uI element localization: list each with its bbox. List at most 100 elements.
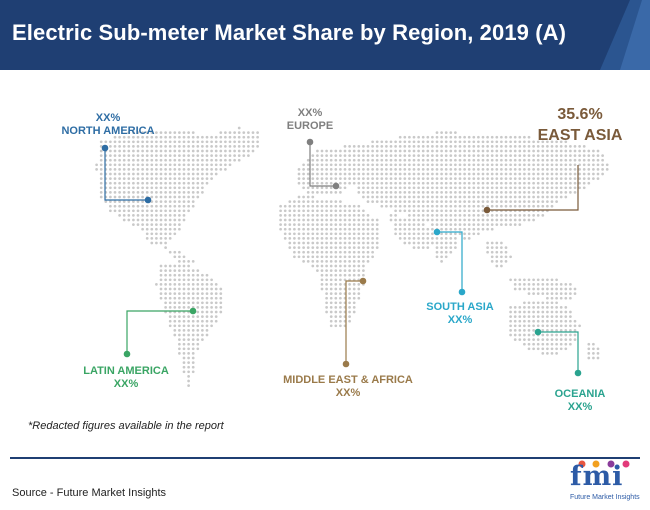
- map-dot: [316, 154, 319, 157]
- map-dot: [297, 246, 301, 249]
- map-dot: [412, 204, 416, 208]
- map-dot: [316, 172, 319, 176]
- map-dot: [421, 209, 425, 213]
- map-dot: [113, 209, 117, 213]
- map-dot: [605, 163, 609, 167]
- map-dot: [141, 214, 144, 217]
- map-dot: [329, 324, 333, 328]
- map-dot: [412, 218, 416, 222]
- map-dot: [362, 209, 365, 213]
- map-dot: [109, 200, 112, 203]
- map-dot: [435, 200, 439, 203]
- map-dot: [444, 158, 448, 162]
- map-dot: [196, 324, 200, 328]
- map-dot: [504, 145, 508, 148]
- map-dot: [325, 191, 328, 194]
- map-dot: [316, 158, 319, 162]
- map-dot: [155, 172, 158, 176]
- map-dot: [523, 324, 526, 328]
- map-dot: [187, 264, 190, 268]
- footnote: *Redacted figures available in the repor…: [28, 420, 224, 432]
- map-dot: [546, 324, 549, 328]
- map-dot: [403, 140, 407, 144]
- map-dot: [178, 319, 181, 323]
- leader-middle-east-africa: [345, 280, 363, 364]
- map-dot: [357, 237, 361, 240]
- map-dot: [320, 149, 324, 153]
- map-dot: [316, 186, 319, 190]
- map-dot: [541, 324, 545, 328]
- map-dot: [334, 255, 338, 259]
- map-dot: [334, 158, 338, 162]
- map-dot: [210, 154, 213, 157]
- map-dot: [348, 292, 351, 295]
- map-dot: [329, 186, 333, 190]
- map-dot: [403, 154, 407, 157]
- map-dot: [352, 181, 356, 185]
- map-dot: [256, 135, 259, 139]
- map-dot: [187, 333, 190, 337]
- map-dot: [467, 172, 471, 176]
- map-dot: [362, 214, 365, 217]
- map-dot: [316, 214, 319, 217]
- map-dot: [118, 140, 121, 144]
- map-dot: [569, 154, 572, 157]
- map-dot: [408, 195, 411, 199]
- map-dot: [513, 177, 517, 180]
- map-dot: [132, 145, 135, 148]
- map-dot: [164, 145, 167, 148]
- map-dot: [302, 223, 305, 226]
- map-dot: [444, 172, 448, 176]
- map-dot: [343, 204, 347, 208]
- map-dot: [329, 260, 333, 263]
- map-dot: [573, 329, 577, 332]
- map-dot: [224, 149, 227, 153]
- map-dot: [201, 145, 204, 148]
- map-dot: [555, 172, 558, 176]
- map-dot: [481, 177, 485, 180]
- map-dot: [417, 214, 420, 217]
- map-dot: [371, 163, 374, 167]
- map-dot: [178, 223, 181, 226]
- map-dot: [394, 158, 397, 162]
- map-dot: [546, 181, 549, 185]
- map-dot: [352, 310, 356, 314]
- map-dot: [311, 223, 315, 226]
- map-dot: [219, 306, 223, 309]
- map-dot: [182, 260, 186, 263]
- map-dot: [109, 172, 112, 176]
- map-dot: [463, 209, 466, 213]
- map-dot: [196, 158, 200, 162]
- map-dot: [155, 204, 158, 208]
- map-dot: [467, 177, 471, 180]
- map-dot: [343, 158, 347, 162]
- map-dot: [173, 223, 177, 226]
- map-dot: [136, 140, 140, 144]
- map-dot: [311, 163, 315, 167]
- map-dot: [329, 237, 333, 240]
- map-dot: [509, 333, 512, 337]
- map-dot: [329, 218, 333, 222]
- map-dot: [394, 168, 397, 171]
- map-dot: [343, 241, 347, 245]
- map-dot: [569, 186, 572, 190]
- map-dot: [122, 218, 126, 222]
- map-dot: [155, 227, 158, 231]
- map-dot: [366, 172, 370, 176]
- map-dot: [564, 287, 568, 291]
- map-dot: [187, 338, 190, 341]
- map-dot: [495, 246, 499, 249]
- map-dot: [440, 177, 443, 180]
- map-dot: [210, 278, 213, 282]
- map-dot: [573, 186, 577, 190]
- map-dot: [159, 186, 163, 190]
- map-dot: [182, 154, 186, 157]
- map-dot: [132, 209, 135, 213]
- map-dot: [573, 319, 577, 323]
- map-dot: [306, 181, 310, 185]
- map-dot: [569, 181, 572, 185]
- map-dot: [527, 278, 531, 282]
- map-dot: [173, 232, 177, 236]
- map-dot: [385, 186, 388, 190]
- marker-europe-end: [332, 182, 340, 190]
